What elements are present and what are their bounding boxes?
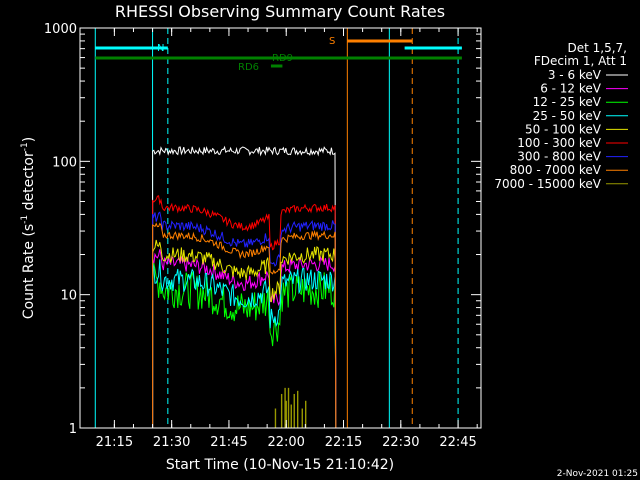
y-tick-label: 100 [52,155,77,170]
plot-frame [79,27,482,429]
legend-label: 7000 - 15000 keV [494,177,601,191]
x-tick-label: 22:00 [267,435,304,450]
x-tick-label: 21:15 [96,435,133,450]
y-axis-label-prefix: Count Rate (s [21,224,37,319]
series-line [152,222,337,429]
y-tick-label: 1 [69,422,77,437]
flag-label: N [157,43,164,54]
series-line [152,195,337,429]
x-tick-label: 22:45 [439,435,476,450]
y-axis: 1 10 100 1000 [44,22,481,437]
series-line [152,211,337,429]
legend-label: 100 - 300 keV [517,136,601,150]
series-line [152,263,337,429]
x-tick-label: 21:30 [153,435,190,450]
legend-label: 800 - 7000 keV [510,163,602,177]
series-line [152,259,337,429]
legend-header-1: Det 1,5,7, [568,41,628,55]
flag-label: RD9 [272,53,293,64]
y-tick-label: 10 [60,289,77,304]
series-line [152,145,337,429]
footer-timestamp: 2-Nov-2021 01:25 [557,469,638,479]
chart-title: RHESSI Observing Summary Count Rates [115,2,445,21]
y-axis-label: Count Rate (s-1 detector-1) [20,137,37,319]
flag-label: RD6 [238,62,259,73]
legend-label: 3 - 6 keV [548,68,602,82]
y-axis-label-suffix: ) [21,137,37,142]
x-axis-label: Start Time (10-Nov-15 21:10:42) [166,457,394,473]
legend-label: 6 - 12 keV [540,82,602,96]
series-line [152,239,337,429]
x-tick-label: 21:45 [210,435,247,450]
legend-label: 25 - 50 keV [533,109,602,123]
y-tick-label: 1000 [44,22,77,37]
legend-label: 300 - 800 keV [517,150,601,164]
legend-header-2: FDecim 1, Att 1 [534,54,627,68]
y-axis-label-superscript-2: -1 [20,142,30,151]
y-axis-label-superscript: -1 [20,215,30,224]
flag-label: S [329,36,335,47]
legend-label: 12 - 25 keV [533,95,602,109]
x-axis: 21:15 21:30 21:45 22:00 22:15 22:30 22:45 [96,28,478,450]
x-tick-label: 22:15 [325,435,362,450]
x-tick-label: 22:30 [382,435,419,450]
y-axis-label-mid: detector [21,151,37,215]
legend-label: 50 - 100 keV [525,122,602,136]
plot-area: N S RD6 RD9 [94,28,462,429]
